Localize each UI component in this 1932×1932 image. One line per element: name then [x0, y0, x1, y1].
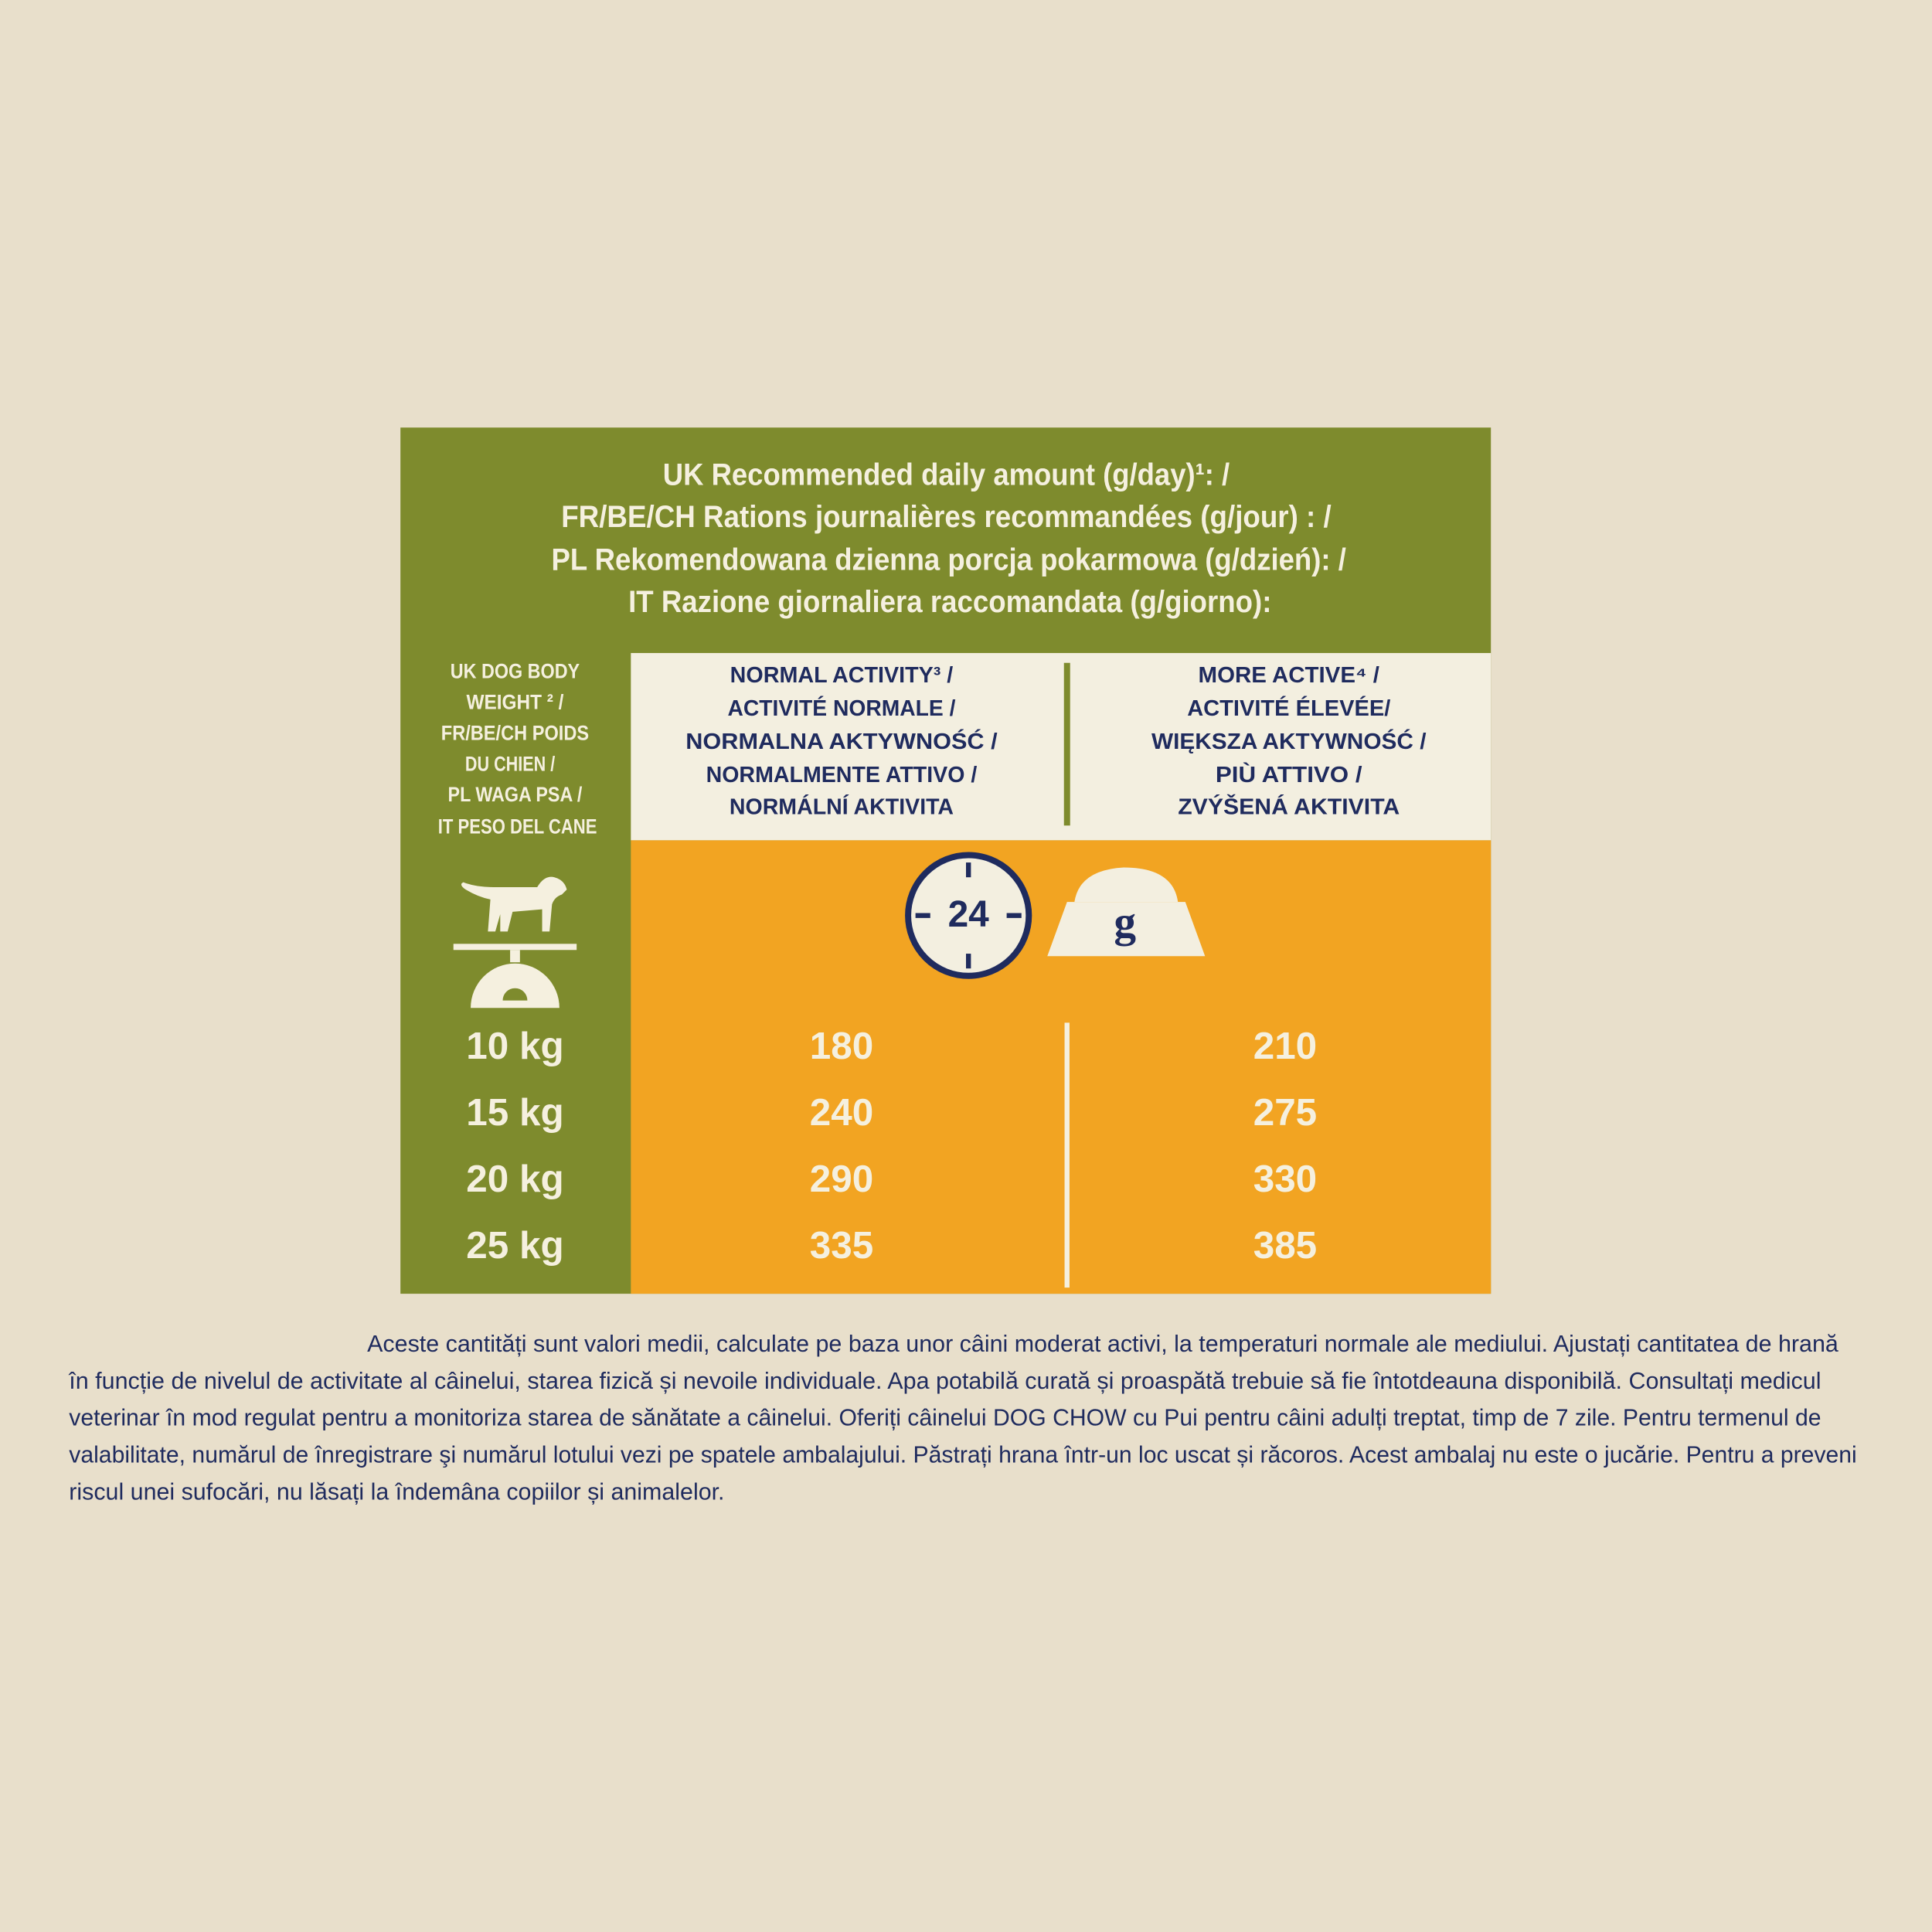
active-amount: 330 — [1253, 1158, 1317, 1200]
normal-amount: 180 — [810, 1025, 873, 1067]
normal-amount: 335 — [810, 1224, 873, 1267]
column-header: PIÙ ATTIVO / — [1216, 761, 1362, 787]
column-header: NORMÁLNÍ AKTIVITA — [730, 793, 954, 819]
weight-header: DU CHIEN / — [465, 751, 556, 775]
dog-weight: 25 kg — [466, 1224, 563, 1267]
column-header: MORE ACTIVE⁴ / — [1199, 663, 1379, 688]
title: UK Recommended daily amount (g/day)¹: / — [663, 458, 1230, 492]
weight-header: IT PESO DEL CANE — [438, 815, 597, 838]
header-panel — [631, 653, 1492, 841]
dog-weight: 10 kg — [466, 1025, 563, 1067]
scale-dial — [502, 988, 528, 1001]
dog-icon — [461, 876, 567, 932]
column-header: ACTIVITÉ ÉLEVÉE/ — [1187, 695, 1390, 721]
title: PL Rekomendowana dzienna porcja pokarmow… — [551, 543, 1345, 577]
title: IT Razione giornaliera raccomandata (g/g… — [628, 585, 1271, 619]
column-header: WIĘKSZA AKTYWNOŚĆ / — [1151, 728, 1427, 754]
column-header: NORMALMENTE ATTIVO / — [706, 763, 978, 787]
footer-text: riscul unei sufocări, nu lăsați la îndem… — [69, 1479, 724, 1505]
footer-text: Aceste cantități sunt valori medii, calc… — [367, 1332, 1838, 1357]
column-header: ZVÝŠENÁ AKTIVITA — [1178, 793, 1400, 819]
active-amount: 210 — [1253, 1025, 1317, 1067]
orange-panel — [631, 840, 1492, 1294]
column-header: NORMAL ACTIVITY³ / — [730, 663, 954, 688]
footer-text: în funcție de nivelul de activitate al c… — [68, 1369, 1821, 1394]
dog-weight: 15 kg — [466, 1091, 563, 1134]
bowl — [1047, 902, 1206, 957]
weight-header: UK DOG BODY — [451, 659, 580, 683]
active-amount: 275 — [1253, 1091, 1317, 1134]
weight-header: FR/BE/CH POIDS — [441, 720, 589, 744]
clock-label: 24 — [948, 894, 990, 935]
bowl-food — [1074, 867, 1179, 903]
weight-header: WEIGHT ² / — [466, 690, 563, 714]
dog-weight: 20 kg — [466, 1158, 563, 1200]
active-amount: 385 — [1253, 1224, 1317, 1267]
table-rows: 10 kg 180 210 15 kg 240 275 20 kg 290 330 25 kg 33… — [466, 1025, 1317, 1267]
clock-face — [905, 852, 1032, 979]
normal-amount: 290 — [810, 1158, 873, 1200]
clock-icon: 24 — [905, 852, 1032, 979]
column-header: NORMALNA AKTYWNOŚĆ / — [685, 728, 997, 754]
column-header: ACTIVITÉ NORMALE / — [727, 695, 955, 721]
footer-text: valabilitate, numărul de înregistrare şi… — [69, 1443, 1856, 1468]
dog-scale-icon — [453, 876, 577, 1009]
bowl-icon: g — [1047, 867, 1206, 957]
bowl-label: g — [1114, 898, 1136, 947]
scale-plate — [453, 944, 577, 951]
weight-header: PL WAGA PSA / — [448, 782, 583, 806]
clock-ticks — [915, 862, 1022, 969]
footer-text: veterinar în mod regulat pentru a monito… — [69, 1406, 1821, 1431]
scale-stem — [510, 950, 520, 963]
normal-amount: 240 — [810, 1091, 873, 1134]
title: FR/BE/CH Rations journalières recommandé… — [561, 500, 1331, 534]
scale-base — [471, 963, 560, 1009]
